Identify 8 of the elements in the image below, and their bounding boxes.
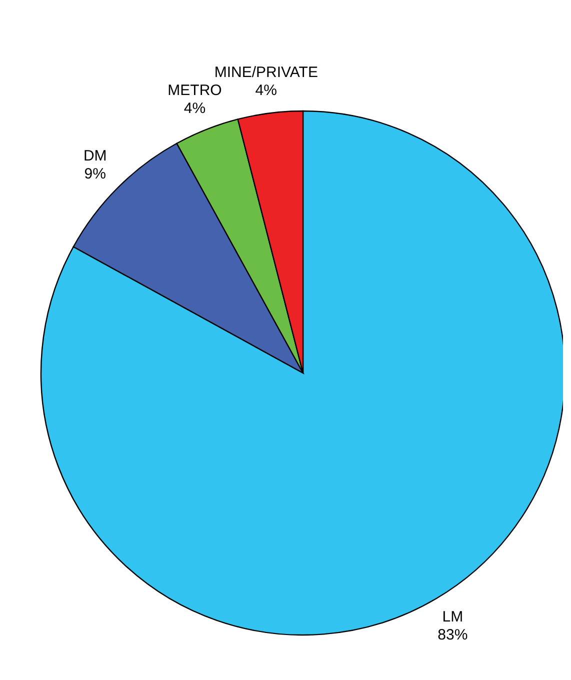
slice-label: LM xyxy=(442,608,464,626)
data-label: 4% xyxy=(255,82,277,99)
data-label: 83% xyxy=(438,626,468,644)
slice-label: METRO xyxy=(168,82,222,100)
data-label: 9% xyxy=(84,166,106,183)
slice-label: MINE/PRIVATE xyxy=(214,64,318,81)
data-label: 4% xyxy=(184,100,206,118)
slice-label: DM xyxy=(83,148,107,165)
